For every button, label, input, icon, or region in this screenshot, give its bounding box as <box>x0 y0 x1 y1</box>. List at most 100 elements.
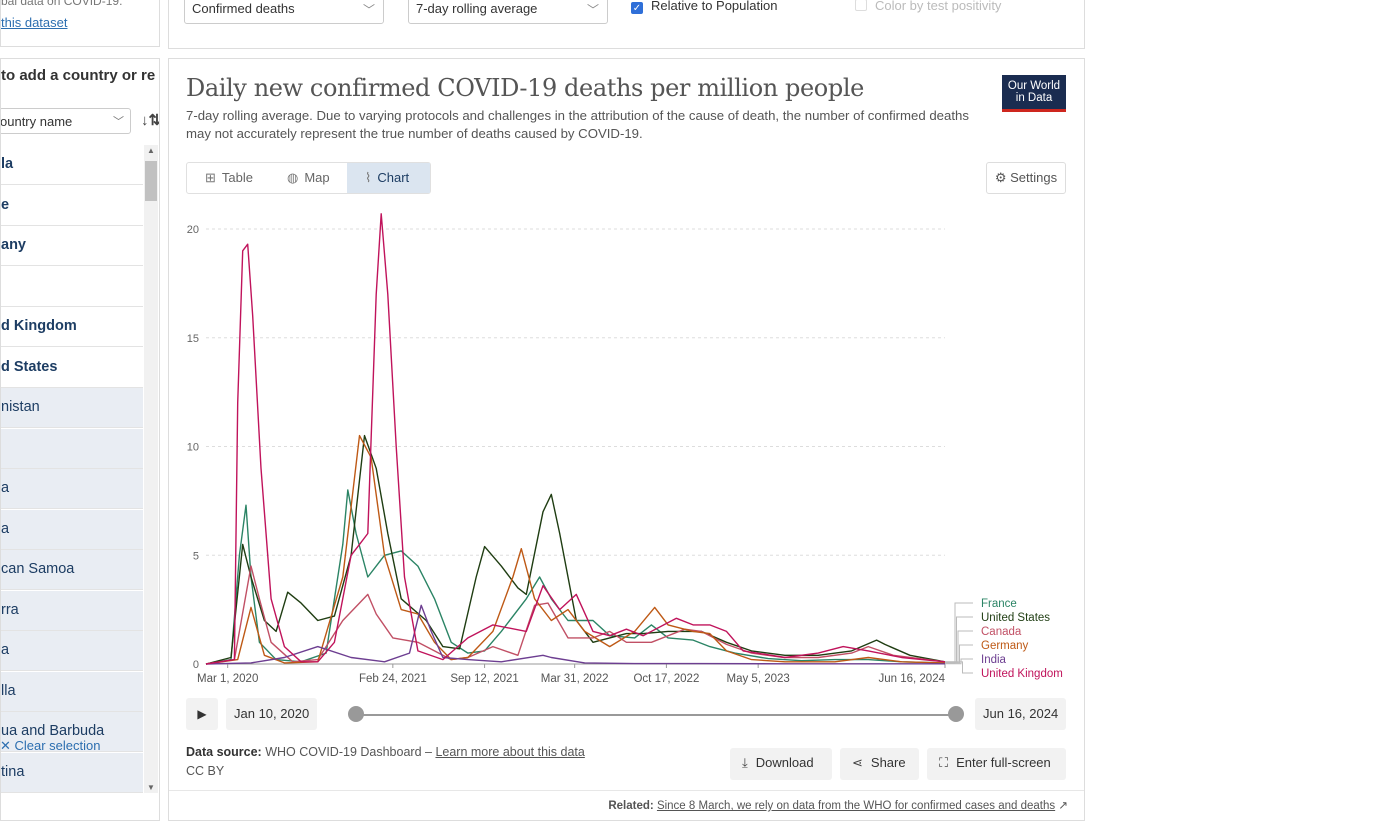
country-list-item[interactable]: nistan <box>1 388 143 428</box>
x-tick-label: Sep 12, 2021 <box>450 673 518 685</box>
legend-label[interactable]: United Kingdom <box>981 668 1063 680</box>
series-line-india[interactable] <box>205 604 945 665</box>
share-icon: ⋖ <box>852 755 863 770</box>
x-tick-label: Mar 1, 2020 <box>197 673 258 685</box>
legend-label[interactable]: France <box>981 598 1017 610</box>
timeline-end-date[interactable]: Jun 16, 2024 <box>975 698 1067 730</box>
chart-subtitle: 7-day rolling average. Due to varying pr… <box>186 108 969 141</box>
y-tick-label: 10 <box>187 442 199 454</box>
tab-table-label: Table <box>221 170 253 185</box>
scroll-up-icon[interactable]: ▲ <box>147 146 155 155</box>
share-label: Share <box>870 755 906 770</box>
relative-to-population-checkbox[interactable]: ✓ Relative to Population <box>631 0 777 14</box>
settings-button[interactable]: ⚙ Settings <box>986 162 1066 194</box>
chart-card: Daily new confirmed COVID-19 deaths per … <box>168 58 1085 821</box>
external-link-icon: ↗ <box>1058 800 1068 812</box>
scrollbar-thumb[interactable] <box>145 161 157 201</box>
series-line-germany[interactable] <box>205 434 946 665</box>
clear-selection-button[interactable]: ✕ Clear selection <box>0 738 101 753</box>
owid-logo[interactable]: Our World in Data <box>1002 75 1066 112</box>
country-list-item[interactable]: rra <box>1 590 143 631</box>
checkbox-checked-icon[interactable]: ✓ <box>631 2 643 14</box>
chevron-down-icon: ﹀ <box>586 3 599 17</box>
license: CC BY <box>186 764 225 778</box>
sort-icon[interactable]: ↓⇅ <box>141 112 160 129</box>
country-list-item[interactable]: a <box>1 469 143 509</box>
country-list-item[interactable]: any <box>1 226 143 266</box>
country-list-item[interactable]: a <box>1 631 143 671</box>
legend-label[interactable]: Germany <box>981 640 1029 652</box>
y-tick-label: 15 <box>187 333 199 345</box>
download-button[interactable]: ⤓ Download <box>730 748 832 780</box>
legend-connector <box>945 661 973 674</box>
y-tick-label: 5 <box>193 550 199 562</box>
logo-line-1: Our World <box>1007 80 1061 92</box>
country-list-item[interactable] <box>1 266 143 307</box>
country-list-item[interactable]: can Samoa <box>1 550 143 590</box>
view-tabs: ⊞ Table ◍ Map ⌇ Chart <box>186 162 431 194</box>
color-by-test-positivity-checkbox: Color by test positivity <box>855 0 1001 13</box>
metric-select-value: Confirmed deaths <box>192 1 295 16</box>
x-tick-label: Mar 31, 2022 <box>541 673 609 685</box>
country-list-item[interactable]: tina <box>1 752 143 793</box>
chevron-down-icon: ﹀ <box>113 116 124 128</box>
scroll-down-icon[interactable]: ▼ <box>147 783 155 792</box>
timeline-end-handle[interactable] <box>948 706 964 722</box>
legend-connector <box>945 644 973 664</box>
sidebar-intro: bal data on COVID-19. this dataset <box>0 0 160 47</box>
country-search-input[interactable]: to add a country or re <box>1 67 156 84</box>
learn-more-link[interactable]: Learn more about this data <box>435 745 585 759</box>
data-source-label: Data source: <box>186 745 262 759</box>
logo-line-2: in Data <box>1015 92 1053 104</box>
sidebar-intro-text: bal data on COVID-19. <box>1 0 123 8</box>
country-list-item[interactable]: a <box>1 509 143 550</box>
play-button[interactable]: ▶ <box>186 698 218 730</box>
legend-label[interactable]: India <box>981 654 1007 666</box>
tab-chart-label: Chart <box>377 170 410 185</box>
metric-select[interactable]: Confirmed deaths ﹀ <box>184 0 384 24</box>
expand-icon: ⛶ <box>939 755 949 770</box>
tab-chart[interactable]: ⌇ Chart <box>347 163 430 193</box>
country-list-item[interactable]: ua and Barbuda <box>1 712 143 752</box>
country-list-item[interactable]: d States <box>1 347 143 388</box>
series-line-united-states[interactable] <box>205 434 946 665</box>
line-chart: 0 5 10 15 20 Mar 1, 2020 Feb 24, 2021 Sep 12, 2… <box>187 213 1063 685</box>
data-source-separator: – <box>425 745 432 759</box>
country-list-item[interactable]: lla <box>1 671 143 712</box>
dataset-link[interactable]: this dataset <box>1 15 68 30</box>
country-list-item[interactable]: d Kingdom <box>1 307 143 347</box>
series-line-united-kingdom[interactable] <box>205 213 946 665</box>
country-list-item[interactable] <box>1 428 143 469</box>
timeline-start-handle[interactable] <box>348 706 364 722</box>
related-link[interactable]: Since 8 March, we rely on data from the … <box>656 800 1056 812</box>
fullscreen-label: Enter full-screen <box>956 755 1051 770</box>
tab-map[interactable]: ◍ Map <box>269 163 347 193</box>
y-tick-label: 20 <box>187 224 199 236</box>
country-list-scrollbar[interactable]: ▲ ▼ <box>144 145 158 793</box>
legend-label[interactable]: Canada <box>981 626 1022 638</box>
sort-by-select[interactable]: ountry name ﹀ <box>1 108 131 134</box>
x-tick-label: Oct 17, 2022 <box>633 673 699 685</box>
y-tick-label: 0 <box>193 659 199 671</box>
tab-table[interactable]: ⊞ Table <box>187 163 269 193</box>
interval-select[interactable]: 7-day rolling average ﹀ <box>408 0 608 24</box>
line-chart-icon: ⌇ <box>365 170 372 185</box>
x-tick-label: May 5, 2023 <box>727 673 790 685</box>
relative-to-population-label: Relative to Population <box>651 0 778 13</box>
download-icon: ⤓ <box>742 755 748 770</box>
country-list-item[interactable]: la <box>1 145 143 185</box>
globe-icon: ◍ <box>287 170 299 185</box>
settings-label: Settings <box>1010 170 1058 185</box>
data-source: Data source: WHO COVID-19 Dashboard – Le… <box>186 745 585 759</box>
entity-sidebar: bal data on COVID-19. this dataset to ad… <box>0 0 160 821</box>
chart-controls-bar: Confirmed deaths ﹀ 7-day rolling average… <box>168 0 1085 49</box>
tab-map-label: Map <box>304 170 330 185</box>
timeline-slider-track[interactable] <box>356 714 956 716</box>
country-list-item[interactable]: e <box>1 185 143 226</box>
country-list: la e any d Kingdom d States nistan a a can Samoa… <box>1 145 143 793</box>
legend-label[interactable]: United States <box>981 612 1050 624</box>
share-button[interactable]: ⋖ Share <box>840 748 919 780</box>
fullscreen-button[interactable]: ⛶ Enter full-screen <box>927 748 1066 780</box>
download-label: Download <box>755 755 814 770</box>
timeline-start-date[interactable]: Jan 10, 2020 <box>226 698 318 730</box>
